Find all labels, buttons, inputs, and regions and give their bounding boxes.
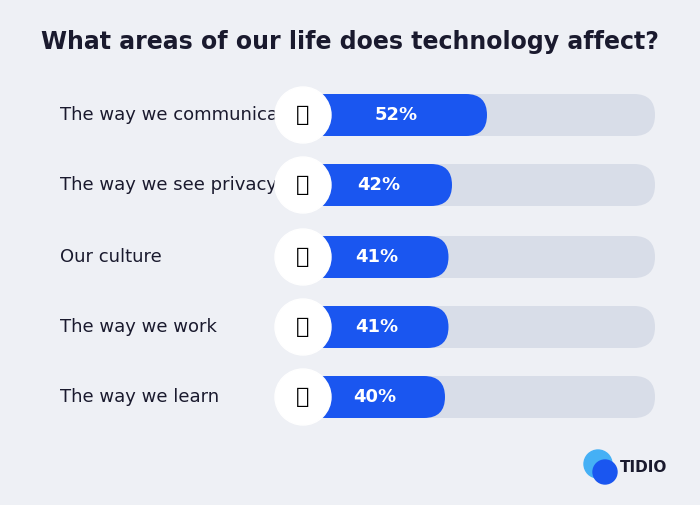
- Text: TIDIO: TIDIO: [620, 461, 667, 476]
- FancyBboxPatch shape: [305, 376, 655, 418]
- Circle shape: [275, 87, 331, 143]
- FancyBboxPatch shape: [305, 94, 655, 136]
- Text: The way we learn: The way we learn: [60, 388, 219, 406]
- FancyBboxPatch shape: [305, 236, 449, 278]
- Text: 🎓: 🎓: [296, 387, 309, 407]
- Text: 🔒: 🔒: [296, 175, 309, 195]
- Circle shape: [584, 450, 612, 478]
- Circle shape: [275, 229, 331, 285]
- Circle shape: [275, 157, 331, 213]
- Text: 🧑: 🧑: [296, 317, 309, 337]
- FancyBboxPatch shape: [305, 164, 452, 206]
- Text: The way we see privacy: The way we see privacy: [60, 176, 277, 194]
- FancyBboxPatch shape: [305, 236, 655, 278]
- Text: Our culture: Our culture: [60, 248, 162, 266]
- Text: 52%: 52%: [374, 106, 418, 124]
- FancyBboxPatch shape: [305, 306, 449, 348]
- Circle shape: [593, 460, 617, 484]
- Text: 41%: 41%: [355, 248, 398, 266]
- Text: 42%: 42%: [357, 176, 400, 194]
- FancyBboxPatch shape: [305, 376, 445, 418]
- Text: The way we communicate: The way we communicate: [60, 106, 296, 124]
- FancyBboxPatch shape: [305, 164, 655, 206]
- Text: What areas of our life does technology affect?: What areas of our life does technology a…: [41, 30, 659, 54]
- Text: The way we work: The way we work: [60, 318, 217, 336]
- Text: 40%: 40%: [354, 388, 397, 406]
- Text: 41%: 41%: [355, 318, 398, 336]
- FancyBboxPatch shape: [305, 94, 487, 136]
- Circle shape: [275, 369, 331, 425]
- Text: 💬: 💬: [296, 105, 309, 125]
- FancyBboxPatch shape: [305, 306, 655, 348]
- Circle shape: [275, 299, 331, 355]
- Text: 📚: 📚: [296, 247, 309, 267]
